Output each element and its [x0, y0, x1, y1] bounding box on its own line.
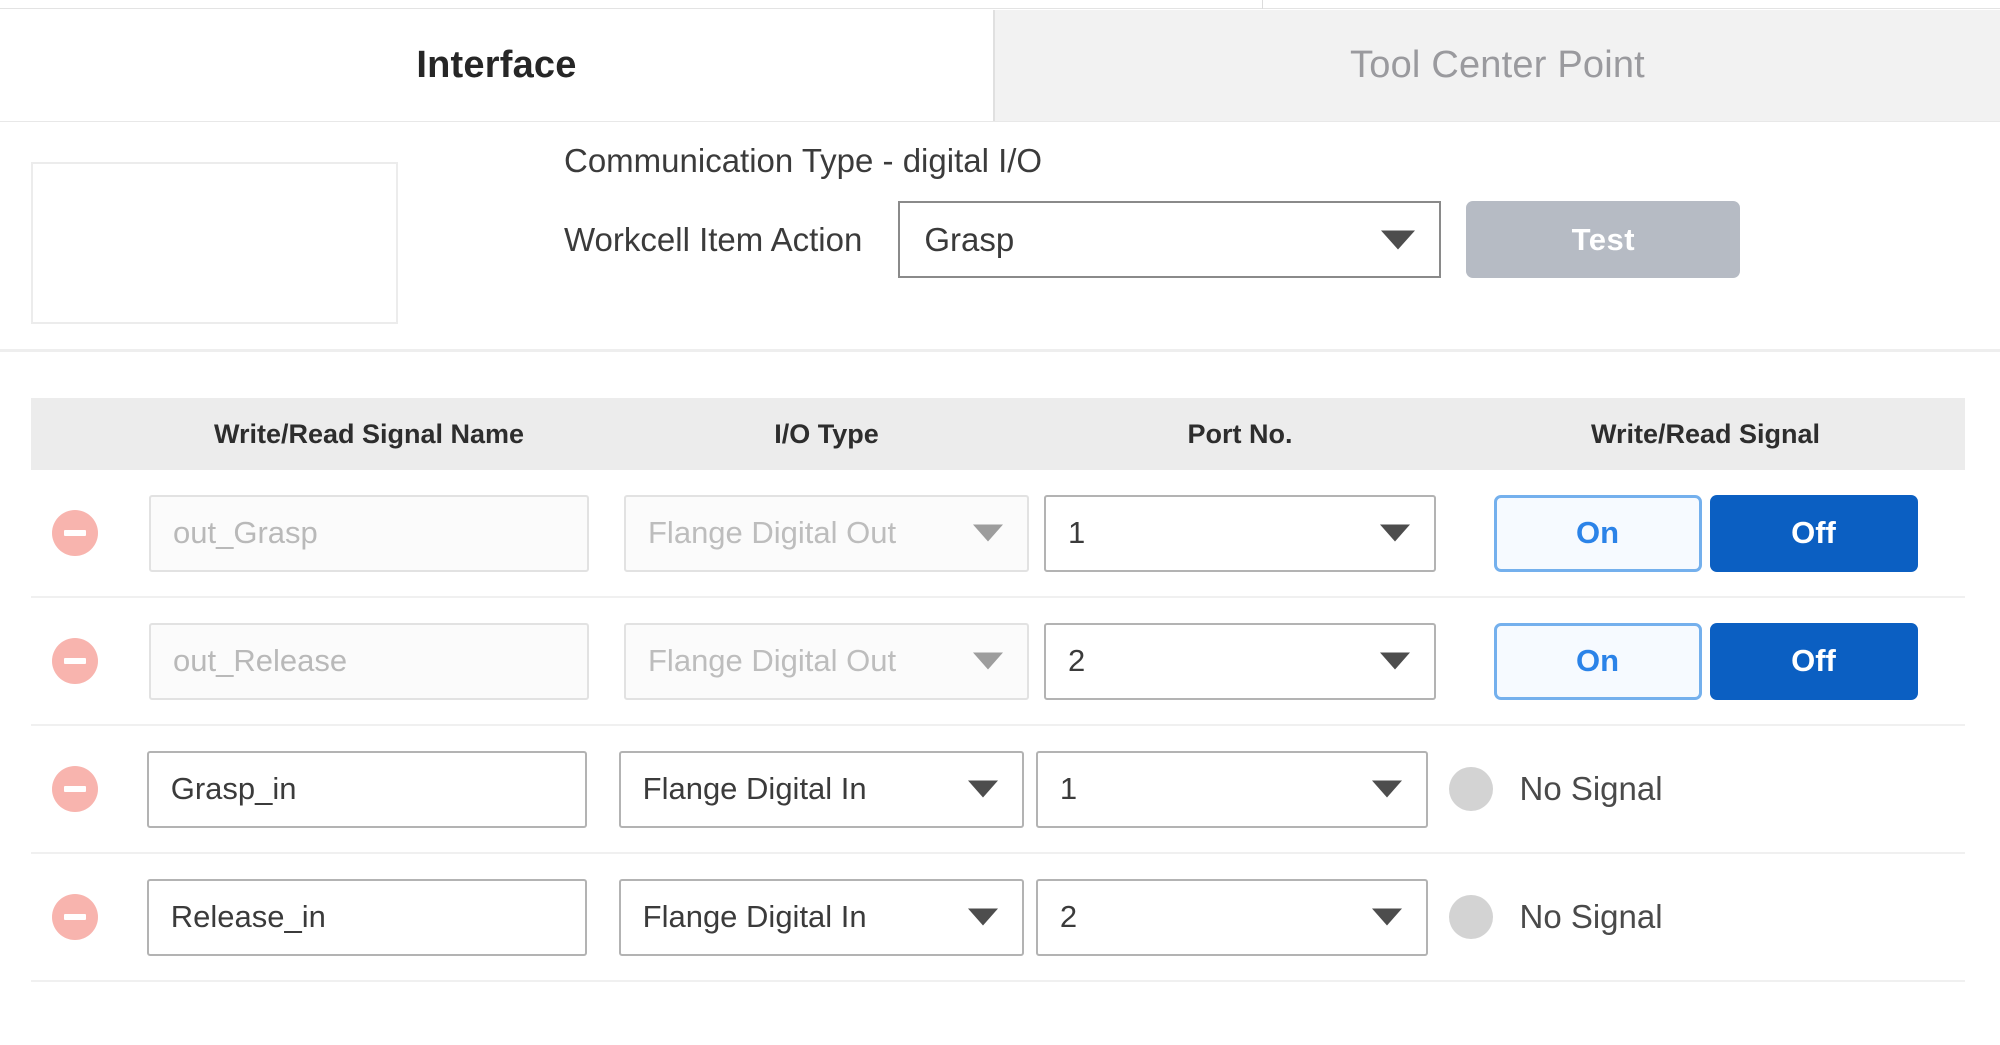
status-label: No Signal	[1519, 898, 1663, 935]
table-row: Flange Digital In 1 No Signal	[31, 726, 1965, 854]
tab-tool-center-point[interactable]: Tool Center Point	[995, 10, 2000, 121]
port-no-value: 2	[1068, 643, 1086, 678]
chevron-down-icon	[1371, 908, 1402, 926]
signal-off-button[interactable]: Off	[1709, 622, 1918, 700]
table-header-row: Write/Read Signal Name I/O Type Port No.…	[31, 398, 1965, 470]
chevron-down-icon	[1380, 524, 1410, 542]
status-label: No Signal	[1519, 770, 1663, 807]
port-no-value: 1	[1068, 515, 1086, 550]
workcell-item-action-select[interactable]: Grasp	[898, 201, 1442, 278]
table-header-io-type: I/O Type	[774, 418, 879, 449]
remove-row-button[interactable]	[31, 726, 118, 852]
chevron-down-icon	[1371, 780, 1402, 798]
remove-row-button[interactable]	[31, 854, 118, 980]
signal-off-button[interactable]: Off	[1709, 494, 1918, 572]
communication-type-text: Communication Type - digital I/O	[564, 142, 1043, 179]
table-row: Flange Digital Out 2 On Off	[31, 598, 1965, 726]
port-no-select[interactable]: 2	[1044, 622, 1436, 700]
table-header-write-read-signal: Write/Read Signal	[1590, 418, 1821, 449]
device-info-panel: Communication Type - digital I/O Workcel…	[0, 122, 2000, 352]
tab-tool-center-point-label: Tool Center Point	[1350, 44, 1645, 86]
chevron-down-icon	[973, 524, 1003, 542]
remove-row-button[interactable]	[31, 598, 119, 724]
io-type-select[interactable]: Flange Digital In	[618, 750, 1024, 828]
signal-name-input[interactable]	[146, 878, 587, 956]
io-type-select[interactable]: Flange Digital Out	[624, 622, 1029, 700]
port-no-value: 1	[1059, 771, 1078, 806]
read-signal-status: No Signal	[1449, 767, 1663, 811]
table-header-port-no: Port No.	[1187, 418, 1293, 449]
chevron-down-icon	[1380, 652, 1410, 670]
chevron-down-icon	[973, 652, 1003, 670]
signal-name-input[interactable]	[146, 750, 587, 828]
table-row: Flange Digital Out 1 On Off	[31, 470, 1965, 598]
io-type-select[interactable]: Flange Digital In	[618, 878, 1024, 956]
io-type-value: Flange Digital Out	[648, 643, 897, 678]
tab-interface[interactable]: Interface	[0, 10, 995, 121]
chevron-down-icon	[967, 908, 998, 926]
status-indicator-icon	[1449, 767, 1494, 811]
write-signal-toggle-group: On Off	[1493, 622, 1918, 700]
tab-bar: Interface Tool Center Point	[0, 10, 2000, 122]
tab-interface-label: Interface	[416, 44, 577, 86]
minus-circle-icon	[51, 894, 98, 940]
port-no-select[interactable]: 1	[1044, 494, 1436, 572]
write-signal-toggle-group: On Off	[1493, 494, 1918, 572]
device-thumbnail-placeholder	[31, 162, 398, 324]
workcell-item-action-label: Workcell Item Action	[564, 220, 863, 258]
minus-circle-icon	[52, 638, 98, 684]
io-type-select[interactable]: Flange Digital Out	[624, 494, 1029, 572]
port-no-value: 2	[1059, 899, 1078, 934]
chevron-down-icon	[1381, 230, 1416, 249]
io-type-value: Flange Digital In	[642, 771, 867, 806]
workcell-item-action-row: Workcell Item Action Grasp Test	[564, 201, 1741, 278]
signal-on-button[interactable]: On	[1493, 494, 1702, 572]
workcell-item-action-value: Grasp	[924, 220, 1015, 258]
test-button[interactable]: Test	[1466, 201, 1741, 278]
chevron-down-icon	[967, 780, 998, 798]
minus-circle-icon	[52, 510, 98, 556]
window-top-strip	[0, 0, 2000, 9]
signal-name-input[interactable]	[149, 622, 589, 700]
port-no-select[interactable]: 1	[1035, 750, 1428, 828]
signal-name-input[interactable]	[149, 494, 589, 572]
minus-circle-icon	[51, 766, 98, 812]
remove-row-button[interactable]	[31, 470, 119, 596]
table-header-signal-name: Write/Read Signal Name	[213, 418, 525, 449]
port-no-select[interactable]: 2	[1035, 878, 1428, 956]
signal-table: Write/Read Signal Name I/O Type Port No.…	[31, 398, 1965, 982]
signal-on-button[interactable]: On	[1493, 622, 1702, 700]
top-strip-divider	[1262, 0, 1263, 9]
read-signal-status: No Signal	[1449, 895, 1663, 939]
io-type-value: Flange Digital Out	[648, 515, 897, 550]
table-row: Flange Digital In 2 No Signal	[31, 854, 1965, 982]
io-type-value: Flange Digital In	[642, 899, 867, 934]
status-indicator-icon	[1449, 895, 1494, 939]
